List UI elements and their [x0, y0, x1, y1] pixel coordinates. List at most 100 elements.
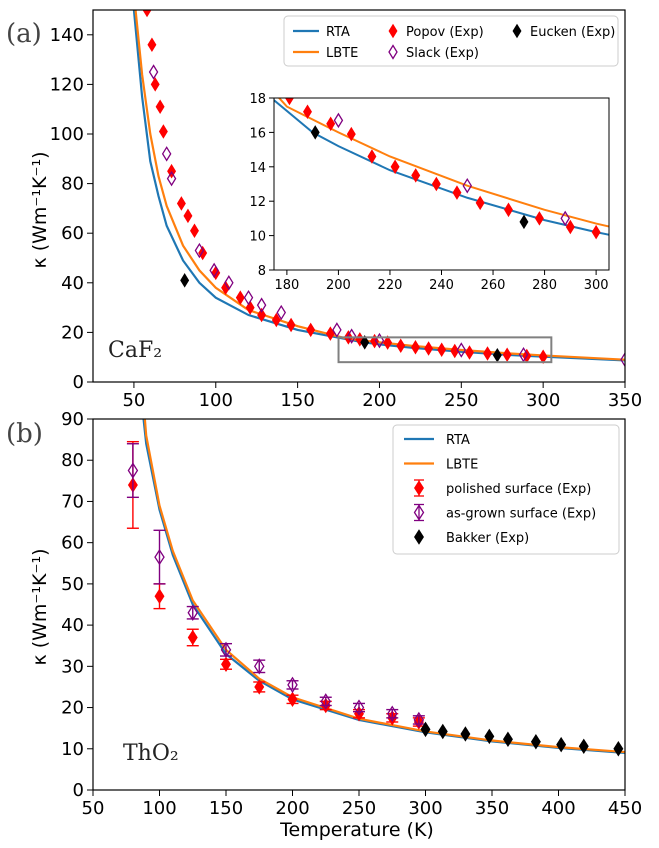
- panel-b-series-as-grown-surface-exp-point: [127, 462, 139, 479]
- panel-a-series-popov-exp-point: [538, 349, 548, 364]
- panel-b-plot-area: [126, 419, 625, 757]
- panel-a-series-popov-exp-point: [221, 280, 231, 296]
- panel-a-legend-eucken-exp-swatch: [512, 23, 522, 39]
- panel-a-legend-slack-exp-label: Slack (Exp): [406, 46, 479, 61]
- panel-b-ytick-label: 0: [73, 780, 84, 801]
- panel-a-series-popov-exp-point: [502, 347, 512, 362]
- panel-a-inset-xtick-label: 280: [532, 278, 557, 293]
- panel-b-series-as-grown-surface-exp-point: [287, 676, 298, 694]
- panel-a-series-popov-exp-point: [142, 10, 152, 18]
- panel-b-legend-as-grown-surface-exp-swatch: [413, 504, 425, 521]
- panel-a-inset-series-rta-line: [274, 98, 609, 236]
- panel-b-series-bakker-exp-point: [502, 731, 513, 748]
- panel-a-legend: RTA LBTE Popov (Exp) Slack (Exp) Eucken (Exp…: [283, 15, 619, 67]
- panel-a-inset: 180 200 220 240 260 280 300 8 10 12 14 16 18: [249, 83, 610, 293]
- panel-b-series-bakker-exp-point: [613, 741, 624, 757]
- panel-a-series-popov-exp-point: [424, 341, 434, 356]
- panel-a-series-slack-exp-point: [620, 351, 625, 368]
- panel-b-series-polished-surface-exp-point: [254, 679, 265, 695]
- panel-b-series-bakker-exp-point: [530, 734, 541, 750]
- panel-b-series-lbte-line: [143, 419, 625, 754]
- panel-b-series-bakker-exp-point: [420, 721, 431, 738]
- panel-b-legend-lbte-label: LBTE: [446, 458, 478, 473]
- panel-b-xtick-label: 150: [209, 798, 243, 819]
- panel-a-series-slack-exp-point: [276, 304, 287, 321]
- panel-a-series-popov-exp-point: [158, 124, 168, 139]
- panel-b-series-as-grown-surface-exp-point: [353, 699, 365, 716]
- panel-a-series-popov-exp-point: [411, 340, 420, 355]
- panel-a-xtick-label: 100: [199, 390, 233, 411]
- panel-b-ytick-label: 90: [61, 409, 84, 430]
- panel-a-ytick-label: 100: [50, 124, 84, 145]
- panel-a-inset-series-popov-exp-point: [452, 185, 462, 200]
- panel-a-xtick-label: 250: [444, 390, 478, 411]
- panel-a-ytick-label: 40: [61, 273, 84, 294]
- panel-a-series-slack-exp-point: [148, 64, 159, 80]
- panel-a-inset-series-popov-exp-point: [431, 176, 441, 192]
- panel-a-series-popov-exp-point: [257, 307, 267, 323]
- panel-b-series-as-grown-surface-exp-point: [413, 711, 425, 729]
- panel-a-series-rta-line: [132, 10, 625, 362]
- panel-a-series-popov-exp-point: [465, 345, 474, 360]
- panel-b-series-polished-surface-exp-point: [187, 629, 198, 646]
- panel-b-xtick-label: 250: [342, 798, 376, 819]
- panel-a-inset-plot: [274, 83, 609, 240]
- panel-a-series-popov-exp-point: [396, 338, 406, 354]
- panel-a-inset-series-popov-exp-point: [390, 159, 400, 175]
- panel-b-series-as-grown-surface-exp-point: [154, 548, 165, 566]
- panel-b-series-bakker-exp-point: [460, 726, 471, 742]
- panel-a-series-popov-exp-point: [235, 290, 245, 305]
- panel-a-inset-series-popov-exp-point: [367, 149, 377, 164]
- panel-b-series-as-grown-surface-exp-point: [220, 641, 232, 659]
- panel-a-inset-series-popov-exp-point: [534, 211, 544, 226]
- panel-a-inset-series-slack-exp-point: [291, 83, 299, 96]
- panel-a-inset-ytick-label: 18: [249, 92, 266, 107]
- panel-b-ylabel: κ (Wm⁻¹K⁻¹): [29, 548, 51, 665]
- panel-b-tag: (b): [6, 419, 43, 449]
- panel-a-inset-series-popov-exp-point: [591, 224, 601, 240]
- panel-a-series-popov-exp-point: [198, 245, 208, 261]
- panel-b-material-label: ThO₂: [123, 741, 179, 766]
- panel-a-inset-xtick-label: 220: [378, 278, 403, 293]
- panel-a-inset-xtick-label: 240: [429, 278, 454, 293]
- panel-b-series-as-grown-surface-exp-point: [386, 705, 398, 722]
- panel-a-ytick-label: 60: [61, 223, 84, 244]
- panel-a-ylabel: κ (Wm⁻¹K⁻¹): [29, 151, 51, 268]
- panel-a-series-slack-exp-point: [456, 342, 467, 358]
- panel-b-ytick-label: 30: [61, 656, 84, 677]
- panel-a-frame: [92, 9, 626, 383]
- panel-a-inset-series-popov-exp-point: [326, 116, 336, 132]
- panel-a-inset-ytick-label: 12: [249, 195, 266, 210]
- panel-b-xlabel: Temperature (K): [279, 819, 434, 841]
- panel-b-series-as-grown-surface-exp-point: [320, 693, 332, 710]
- panel-a-plot-area: [132, 10, 625, 368]
- panel-a-series-popov-exp-point: [383, 335, 393, 350]
- panel-a-ytick-label: 20: [61, 322, 84, 343]
- panel-a-legend-popov-exp-swatch: [388, 23, 398, 39]
- panel-b-xtick-label: 50: [82, 798, 105, 819]
- panel-a-xtick-label: 350: [608, 390, 642, 411]
- panel-a-ytick-label: 140: [50, 25, 84, 46]
- panel-a-inset-bg: [274, 98, 609, 270]
- panel-b-series-bakker-exp-point: [556, 736, 567, 753]
- panel-a-inset-series-slack-exp-point: [462, 177, 473, 194]
- panel-a-series-popov-exp-point: [306, 322, 316, 338]
- panel-a-series-eucken-exp-point: [360, 335, 370, 350]
- panel-b-xtick-label: 300: [408, 798, 442, 819]
- panel-b-legend-bakker-exp-swatch: [414, 529, 424, 545]
- panel-a-ytick-label: 0: [73, 372, 84, 393]
- panel-a-inset-series-lbte-line: [277, 98, 609, 228]
- panel-b-ytick-label: 80: [61, 450, 84, 471]
- panel-a-series-popov-exp-point: [190, 223, 199, 238]
- panel-a-series-popov-exp-point: [155, 99, 165, 114]
- panel-a-series-popov-exp-point: [176, 196, 186, 211]
- panel-b: (b) RTA LBTE polished surface (Exp) as-grow…: [6, 409, 642, 841]
- panel-a-inset-series-slack-exp-point: [560, 210, 570, 227]
- panel-b-ytick-label: 40: [61, 615, 84, 636]
- panel-a-series-slack-exp-point: [209, 262, 219, 279]
- panel-b-legend-as-grown-surface-exp-label: as-grown surface (Exp): [446, 507, 596, 522]
- panel-a-series-slack-exp-point: [256, 297, 267, 313]
- panel-a-inset-xtick-label: 200: [326, 278, 351, 293]
- panel-b-ytick-label: 70: [61, 491, 84, 512]
- panel-a-legend-popov-exp-label: Popov (Exp): [406, 25, 484, 40]
